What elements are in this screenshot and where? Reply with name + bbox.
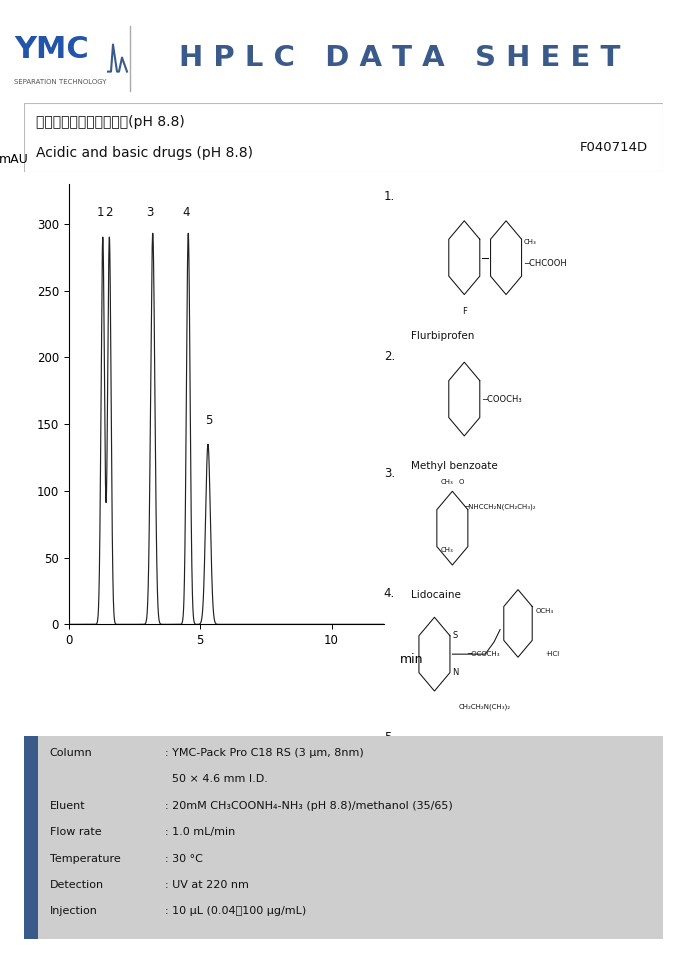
- Text: : YMC-Pack Pro C18 RS (3 μm, 8nm): : YMC-Pack Pro C18 RS (3 μm, 8nm): [165, 748, 364, 758]
- Text: : 1.0 mL/min: : 1.0 mL/min: [165, 827, 235, 837]
- Text: F040714D: F040714D: [579, 141, 648, 155]
- Text: 2: 2: [106, 205, 113, 219]
- Text: Detection: Detection: [49, 880, 104, 890]
- Text: 50 × 4.6 mm I.D.: 50 × 4.6 mm I.D.: [165, 774, 268, 784]
- Text: OCH₃: OCH₃: [637, 752, 656, 759]
- Text: CH(CH₃)₂: CH(CH₃)₂: [480, 786, 510, 793]
- Text: H₃CO: H₃CO: [405, 774, 423, 780]
- Text: Eluent: Eluent: [49, 801, 85, 811]
- Text: Lidocaine: Lidocaine: [410, 590, 460, 599]
- Text: mAU: mAU: [0, 153, 29, 166]
- Text: Acidic and basic drugs (pH 8.8): Acidic and basic drugs (pH 8.8): [36, 146, 252, 160]
- Text: : UV at 220 nm: : UV at 220 nm: [165, 880, 248, 890]
- Text: ·HCl: ·HCl: [545, 651, 559, 657]
- Text: H P L C   D A T A   S H E E T: H P L C D A T A S H E E T: [179, 44, 621, 72]
- Text: : 30 °C: : 30 °C: [165, 854, 202, 863]
- Bar: [24, 736, 38, 939]
- Text: 酸性および塩基性医薬品(pH 8.8): 酸性および塩基性医薬品(pH 8.8): [36, 115, 185, 129]
- Text: 5.: 5.: [383, 731, 395, 744]
- Text: Verapamil HCl: Verapamil HCl: [425, 827, 499, 836]
- Text: : 10 μL (0.04～100 μg/mL): : 10 μL (0.04～100 μg/mL): [165, 906, 306, 917]
- Text: F: F: [462, 307, 466, 316]
- Text: 4: 4: [182, 205, 190, 219]
- Text: N: N: [452, 668, 459, 677]
- Text: SEPARATION TECHNOLOGY: SEPARATION TECHNOLOGY: [14, 78, 106, 84]
- Text: Temperature: Temperature: [49, 854, 120, 863]
- Text: O: O: [458, 479, 464, 485]
- Text: ·HCl: ·HCl: [619, 799, 634, 804]
- Text: CN: CN: [480, 741, 489, 746]
- Text: YMC: YMC: [14, 35, 88, 64]
- Text: ─C─(CH₂)₃NCH₂CH₂─: ─C─(CH₂)₃NCH₂CH₂─: [464, 768, 534, 774]
- Text: CH₃: CH₃: [440, 547, 453, 553]
- Text: ─OCOCH₃: ─OCOCH₃: [467, 651, 500, 657]
- Text: : 20mM CH₃COONH₄-NH₃ (pH 8.8)/methanol (35/65): : 20mM CH₃COONH₄-NH₃ (pH 8.8)/methanol (…: [165, 801, 453, 811]
- Text: ─NHCCH₂N(CH₂CH₃)₂: ─NHCCH₂N(CH₂CH₃)₂: [464, 503, 536, 510]
- Text: H₃CO: H₃CO: [405, 749, 423, 755]
- Text: 1: 1: [97, 205, 104, 219]
- Text: 5: 5: [205, 414, 212, 427]
- Text: 3.: 3.: [383, 467, 395, 480]
- Text: Flurbiprofen: Flurbiprofen: [410, 331, 474, 342]
- Text: CH₃: CH₃: [440, 479, 453, 485]
- Text: Injection: Injection: [49, 906, 97, 917]
- Text: OCH₃: OCH₃: [637, 774, 656, 780]
- Text: ─CHCOOH: ─CHCOOH: [524, 259, 567, 268]
- Text: CH₂CH₂N(CH₃)₂: CH₂CH₂N(CH₃)₂: [458, 704, 510, 710]
- Text: ─COOCH₃: ─COOCH₃: [482, 395, 522, 404]
- Text: CH₃: CH₃: [482, 756, 495, 762]
- Text: Flow rate: Flow rate: [49, 827, 102, 837]
- Text: min: min: [400, 653, 423, 666]
- Text: 3: 3: [146, 205, 154, 219]
- Text: OCH₃: OCH₃: [536, 608, 554, 614]
- Text: CH₃: CH₃: [524, 239, 536, 245]
- Text: Methyl benzoate: Methyl benzoate: [410, 461, 497, 470]
- Text: 4.: 4.: [383, 587, 395, 599]
- Text: Diltiazem HCl: Diltiazem HCl: [405, 741, 475, 750]
- Text: Column: Column: [49, 748, 93, 758]
- Text: 2.: 2.: [383, 349, 395, 363]
- Text: S: S: [452, 631, 458, 640]
- Text: 1.: 1.: [383, 190, 395, 203]
